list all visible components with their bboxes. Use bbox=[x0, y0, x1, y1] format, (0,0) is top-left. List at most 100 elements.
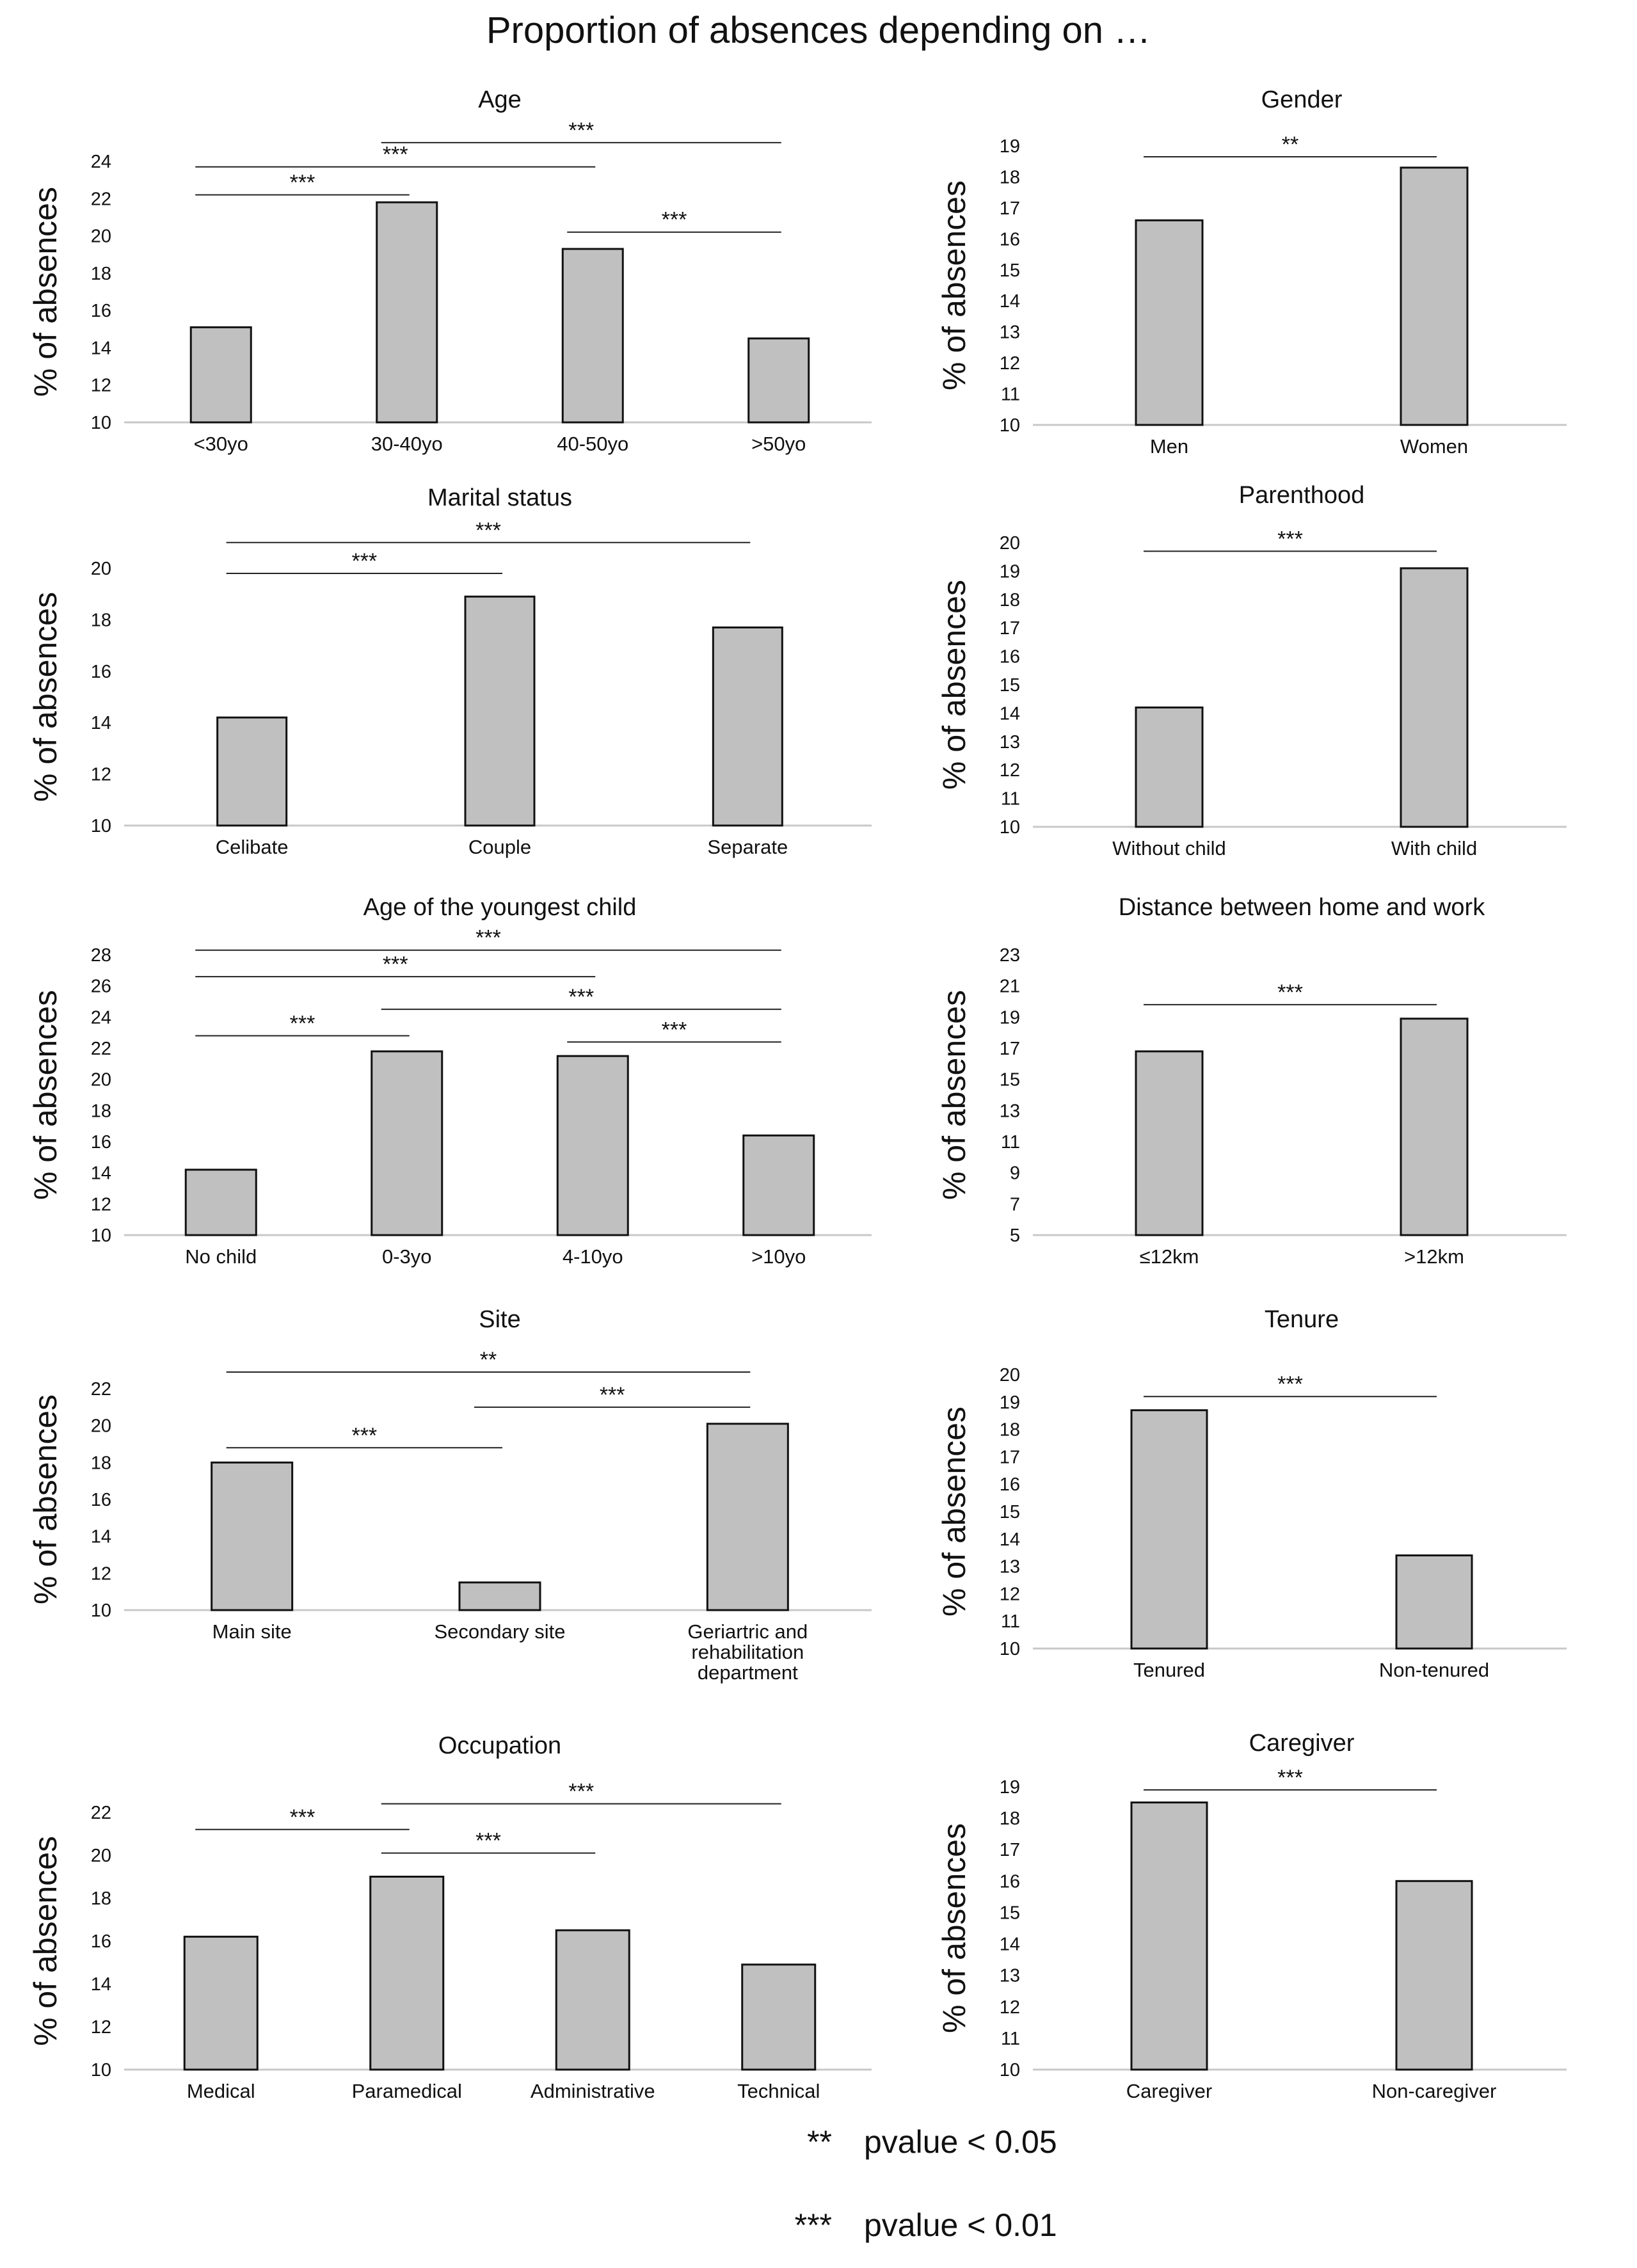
x-tick-label: No child bbox=[185, 1245, 257, 1268]
bar-non-caregiver bbox=[1395, 1880, 1473, 2071]
y-tick-label: 17 bbox=[1000, 618, 1020, 639]
x-tick-label: >10yo bbox=[751, 1245, 806, 1268]
bar-without-child bbox=[1135, 707, 1204, 828]
y-tick-label: 22 bbox=[91, 1039, 111, 1059]
y-tick-label: 15 bbox=[1000, 1502, 1020, 1522]
x-tick-label: 4-10yo bbox=[563, 1245, 623, 1268]
chart-site: Site % of absences 10 12 14 16 18 20 22 Main site… bbox=[28, 1306, 872, 1684]
bar-technical bbox=[741, 1963, 817, 2071]
y-axis-label: % of absences bbox=[28, 1836, 63, 2046]
y-tick-label: 12 bbox=[91, 2017, 111, 2038]
bar-30-40yo bbox=[376, 201, 438, 424]
significance-stars: *** bbox=[1277, 527, 1303, 551]
y-tick-label: 18 bbox=[1000, 1420, 1020, 1441]
bar-secondary-site bbox=[458, 1581, 541, 1611]
bar-10yo bbox=[742, 1134, 815, 1236]
chart-parenthood: Parenthood % of absences 10 11 12 13 14 15 16 17 1… bbox=[936, 482, 1567, 859]
y-axis-label: % of absences bbox=[28, 592, 63, 802]
y-tick-label: 20 bbox=[91, 227, 111, 247]
chart-distance-between-home-and-work: Distance between home and work % of absen… bbox=[936, 894, 1567, 1268]
legend-symbol-double-star: ** bbox=[807, 2124, 832, 2160]
y-tick-label: 10 bbox=[1000, 2060, 1020, 2080]
y-tick-label: 20 bbox=[91, 1416, 111, 1437]
y-tick-label: 10 bbox=[91, 2060, 111, 2080]
x-tick-label: Administrative bbox=[531, 2080, 655, 2102]
y-tick-label: 15 bbox=[1000, 1070, 1020, 1090]
x-tick-label: 30-40yo bbox=[371, 433, 443, 455]
y-tick-label: 22 bbox=[91, 1379, 111, 1400]
y-tick-label: 19 bbox=[1000, 1393, 1020, 1413]
legend-symbol-triple-star: *** bbox=[794, 2207, 832, 2243]
x-tick-label: Paramedical bbox=[352, 2080, 462, 2102]
bar-caregiver bbox=[1130, 1801, 1208, 2071]
y-tick-label: 16 bbox=[1000, 647, 1020, 667]
chart-caregiver: Caregiver % of absences 10 11 12 13 14 15 16 17 18… bbox=[936, 1730, 1567, 2102]
y-tick-label: 18 bbox=[91, 264, 111, 284]
x-tick-label: Without child bbox=[1112, 837, 1226, 859]
x-tick-label: >12km bbox=[1404, 1245, 1464, 1268]
significance-stars: *** bbox=[662, 208, 687, 232]
y-tick-label: 10 bbox=[1000, 415, 1020, 436]
y-axis-label: % of absences bbox=[28, 990, 63, 1200]
y-tick-label: 17 bbox=[1000, 1840, 1020, 1860]
y-axis-label: % of absences bbox=[936, 990, 972, 1200]
y-tick-label: 9 bbox=[1010, 1163, 1020, 1184]
y-tick-label: 5 bbox=[1010, 1226, 1020, 1246]
bar-0-3yo bbox=[371, 1050, 443, 1236]
chart-age-of-the-youngest-child: Age of the youngest child % of absences 10… bbox=[28, 894, 872, 1268]
y-tick-label: 19 bbox=[1000, 1007, 1020, 1028]
y-tick-label: 13 bbox=[1000, 1966, 1020, 1986]
x-tick-label: Geriartric and rehabilitation department bbox=[687, 1620, 808, 1684]
y-axis-label: % of absences bbox=[28, 187, 63, 397]
y-tick-label: 18 bbox=[91, 1101, 111, 1121]
y-tick-label: 28 bbox=[91, 945, 111, 966]
y-tick-label: 18 bbox=[1000, 590, 1020, 611]
x-tick-label: Secondary site bbox=[434, 1620, 565, 1643]
y-axis-label: % of absences bbox=[936, 1823, 972, 2033]
y-tick-label: 21 bbox=[1000, 977, 1020, 997]
y-tick-label: 20 bbox=[91, 559, 111, 579]
y-tick-label: 26 bbox=[91, 977, 111, 997]
y-tick-label: 16 bbox=[1000, 229, 1020, 250]
chart-gender: Gender % of absences 10 11 12 13 14 15 16 17 18 19 M… bbox=[936, 86, 1567, 458]
x-tick-label: ≤12km bbox=[1140, 1245, 1199, 1268]
x-tick-label: <30yo bbox=[194, 433, 248, 455]
chart-title: Marital status bbox=[427, 484, 572, 511]
y-tick-label: 12 bbox=[91, 1194, 111, 1215]
bar-with-child bbox=[1400, 567, 1469, 828]
significance-stars: *** bbox=[568, 1780, 594, 1804]
chart-title: Age bbox=[478, 86, 522, 113]
y-axis-label: % of absences bbox=[28, 1394, 63, 1604]
y-tick-label: 11 bbox=[1001, 1132, 1020, 1153]
x-tick-label: Caregiver bbox=[1126, 2080, 1212, 2102]
y-tick-label: 24 bbox=[91, 1007, 111, 1028]
bar-tenured bbox=[1130, 1409, 1208, 1650]
legend-row-p005: ** pvalue < 0.05 bbox=[730, 2123, 1178, 2175]
y-tick-label: 22 bbox=[91, 189, 111, 209]
significance-stars: *** bbox=[568, 118, 594, 143]
y-tick-label: 10 bbox=[91, 413, 111, 433]
significance-stars: *** bbox=[600, 1383, 625, 1407]
y-tick-label: 13 bbox=[1000, 1557, 1020, 1577]
y-tick-label: 12 bbox=[1000, 353, 1020, 374]
y-axis-label: % of absences bbox=[936, 1407, 972, 1617]
bar-celibate bbox=[216, 716, 288, 827]
bar-50yo bbox=[747, 337, 810, 424]
y-tick-label: 18 bbox=[91, 610, 111, 630]
y-tick-label: 12 bbox=[91, 1563, 111, 1584]
significance-stars: *** bbox=[290, 1805, 315, 1830]
y-tick-label: 12 bbox=[1000, 760, 1020, 781]
y-tick-label: 14 bbox=[1000, 1529, 1020, 1550]
y-tick-label: 14 bbox=[91, 1974, 111, 1995]
y-tick-label: 17 bbox=[1000, 1039, 1020, 1059]
bar-30yo bbox=[189, 326, 252, 424]
y-tick-label: 18 bbox=[1000, 167, 1020, 188]
y-tick-label: 13 bbox=[1000, 323, 1020, 343]
significance-stars: *** bbox=[290, 1012, 315, 1036]
y-tick-label: 12 bbox=[91, 765, 111, 785]
x-tick-label: Technical bbox=[737, 2080, 820, 2102]
chart-title: Gender bbox=[1261, 86, 1343, 113]
y-tick-label: 16 bbox=[91, 1490, 111, 1510]
y-tick-label: 15 bbox=[1000, 1903, 1020, 1923]
